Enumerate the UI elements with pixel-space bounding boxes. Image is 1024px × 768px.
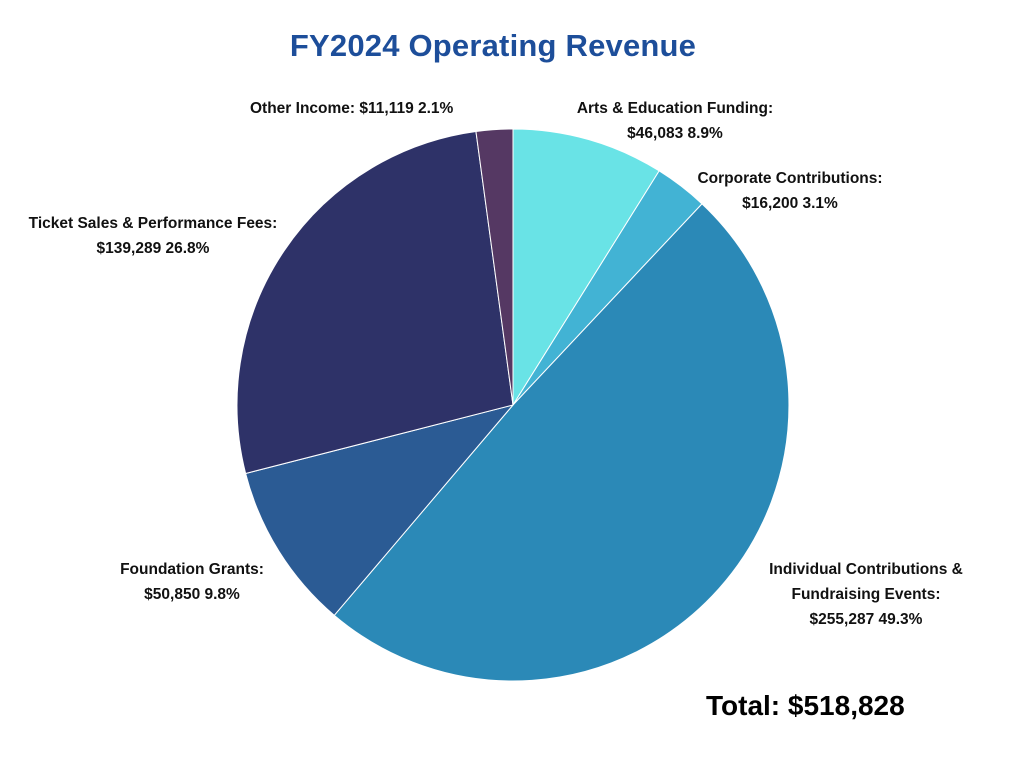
label-foundation-grants: Foundation Grants: $50,850 9.8% bbox=[104, 557, 280, 607]
label-arts-education: Arts & Education Funding: $46,083 8.9% bbox=[563, 96, 787, 146]
label-ticket-sales-value: $139,289 26.8% bbox=[96, 240, 210, 257]
label-foundation-grants-value: $50,850 9.8% bbox=[144, 586, 240, 603]
label-corporate-contributions-name: Corporate Contributions: bbox=[697, 170, 883, 187]
label-individual-contributions-name-1: Individual Contributions & bbox=[769, 561, 963, 578]
label-corporate-contributions-value: $16,200 3.1% bbox=[742, 195, 838, 212]
pie-slice-ticket-sales-performance-fees bbox=[236, 130, 514, 475]
label-other-income-text: Other Income: $11,119 2.1% bbox=[250, 100, 454, 117]
label-arts-education-value: $46,083 8.9% bbox=[627, 125, 723, 142]
pie-slice-other-income bbox=[475, 128, 514, 406]
pie-slice-arts-education-funding bbox=[512, 128, 660, 407]
label-ticket-sales-name: Ticket Sales & Performance Fees: bbox=[28, 215, 278, 232]
total-revenue: Total: $518,828 bbox=[706, 690, 905, 721]
chart-title: FY2024 Operating Revenue bbox=[289, 28, 697, 63]
pie-slice-individual-contributions-fundraising-events bbox=[333, 203, 790, 682]
label-arts-education-name: Arts & Education Funding: bbox=[576, 100, 774, 117]
label-individual-contributions: Individual Contributions & Fundraising E… bbox=[749, 557, 983, 632]
label-foundation-grants-name: Foundation Grants: bbox=[120, 561, 264, 578]
label-individual-contributions-name-2: Fundraising Events: bbox=[791, 586, 941, 603]
label-other-income: Other Income: $11,119 2.1% bbox=[250, 96, 453, 121]
label-individual-contributions-value: $255,287 49.3% bbox=[809, 611, 923, 628]
label-ticket-sales: Ticket Sales & Performance Fees: $139,28… bbox=[12, 211, 294, 261]
label-corporate-contributions: Corporate Contributions: $16,200 3.1% bbox=[681, 166, 899, 216]
pie-slice-foundation-grants bbox=[245, 404, 515, 617]
